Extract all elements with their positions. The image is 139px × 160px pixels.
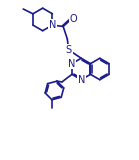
Text: N: N xyxy=(49,20,56,30)
Text: N: N xyxy=(68,59,76,69)
Text: O: O xyxy=(69,14,77,24)
Text: N: N xyxy=(78,75,85,85)
Text: S: S xyxy=(66,45,72,55)
